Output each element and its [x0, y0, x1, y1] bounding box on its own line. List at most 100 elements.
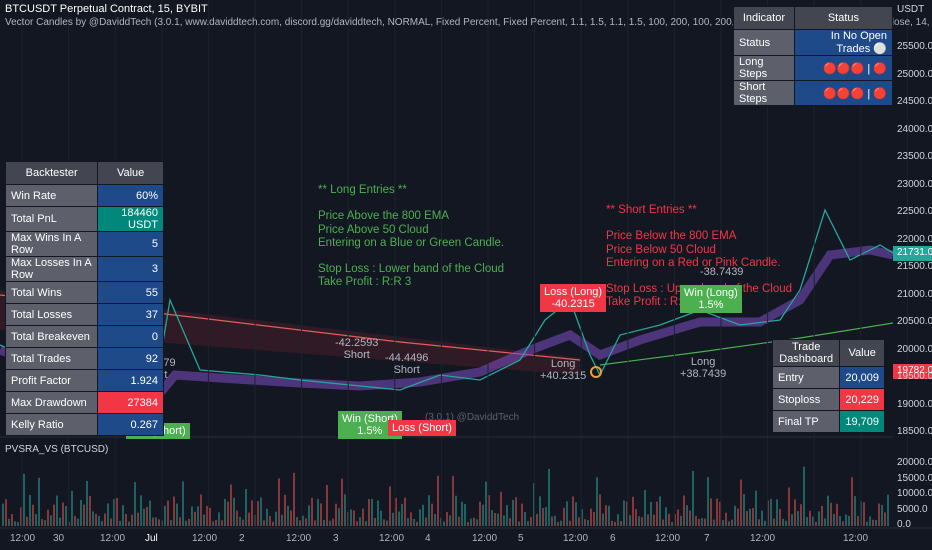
- volume-bar: [827, 495, 829, 526]
- volume-bar: [578, 517, 580, 526]
- volume-bar: [863, 502, 865, 526]
- volume-bar: [329, 520, 331, 526]
- volume-bar: [530, 517, 532, 526]
- volume-bar: [131, 514, 133, 526]
- volume-bar: [431, 503, 433, 526]
- volume-bar: [692, 470, 694, 526]
- symbol-title: BTCUSDT Perpetual Contract, 15, BYBIT: [5, 3, 208, 15]
- time-tick: 12:00: [100, 533, 126, 544]
- volume-bar: [518, 521, 520, 526]
- volume-bar: [344, 494, 346, 526]
- volume-bar: [506, 505, 508, 526]
- short-entry-note: Price Below 50 Cloud: [606, 243, 716, 256]
- volume-bar: [221, 520, 223, 526]
- volume-bar: [341, 478, 343, 526]
- volume-bar: [740, 479, 742, 526]
- volume-tick: 5000.0: [897, 503, 928, 515]
- volume-bar: [260, 497, 262, 526]
- volume-bar: [164, 505, 166, 526]
- volume-bar: [188, 518, 190, 526]
- volume-bar: [467, 521, 469, 526]
- volume-bar: [20, 507, 22, 526]
- volume-bar: [548, 468, 550, 526]
- volume-bar: [719, 501, 721, 526]
- volume-bar: [695, 515, 697, 526]
- volume-bar: [644, 490, 646, 526]
- time-tick: 12:00: [286, 533, 312, 544]
- volume-bar: [434, 513, 436, 526]
- volume-bar: [662, 519, 664, 526]
- volume-bar: [53, 504, 55, 526]
- table-key: Total Losses: [6, 304, 98, 325]
- trade-box-text: Win (Short): [342, 413, 398, 425]
- volume-bar: [632, 496, 634, 526]
- volume-bar: [470, 518, 472, 526]
- volume-bar: [356, 521, 358, 526]
- volume-tick: 10000.0: [897, 488, 932, 499]
- volume-bar: [785, 520, 787, 526]
- volume-bar: [368, 498, 370, 526]
- volume-bar: [755, 490, 757, 526]
- table-key: Total PnL: [6, 207, 98, 231]
- table-value: 0.267: [98, 414, 163, 435]
- volume-bar: [734, 505, 736, 526]
- volume-bar: [764, 520, 766, 526]
- trade-box: Loss (Long) -40.2315: [540, 284, 607, 312]
- volume-bar: [5, 499, 7, 526]
- volume-bar: [533, 483, 535, 526]
- volume-bar: [407, 517, 409, 526]
- volume-bar: [452, 475, 454, 526]
- trade-box: Win (Long) 1.5%: [680, 285, 742, 313]
- volume-bar: [770, 498, 772, 526]
- volume-bar: [332, 518, 334, 526]
- volume-bar: [713, 519, 715, 526]
- volume-bar: [833, 514, 835, 526]
- volume-bar: [551, 516, 553, 526]
- volume-tick: 20000.0: [897, 457, 932, 468]
- price-axis-bg: [893, 0, 932, 550]
- time-tick: 7: [704, 533, 710, 544]
- volume-bar: [125, 513, 127, 526]
- table-value: 🔴🔴🔴 | 🔴: [794, 81, 892, 105]
- trade-label-text: Long: [550, 358, 576, 370]
- indicator-title: Vector Candles by @DaviddTech (3.0.1, ww…: [5, 17, 932, 28]
- price-tick: 19500.0: [897, 371, 932, 382]
- volume-bar: [11, 514, 13, 526]
- volume-bar: [242, 519, 244, 526]
- volume-bar: [272, 521, 274, 526]
- trade-label-text: -42.2593: [335, 337, 379, 349]
- volume-bar: [128, 521, 130, 526]
- volume-bar: [602, 513, 604, 526]
- volume-bar: [74, 515, 76, 526]
- volume-bar: [41, 519, 43, 526]
- volume-bar: [251, 500, 253, 526]
- volume-bar: [302, 515, 304, 526]
- table-key: Total Trades: [6, 348, 98, 369]
- volume-bar: [389, 486, 391, 526]
- time-tick: 12:00: [563, 533, 589, 544]
- volume-bar: [812, 516, 814, 526]
- volume-bar: [290, 510, 292, 526]
- volume-bar: [227, 501, 229, 526]
- volume-bar: [320, 503, 322, 526]
- volume-bar: [182, 481, 184, 526]
- volume-bar: [788, 487, 790, 526]
- volume-bar: [575, 502, 577, 526]
- volume-bar: [299, 520, 301, 526]
- volume-bar: [158, 519, 160, 526]
- volume-bar: [395, 497, 397, 526]
- volume-bar: [212, 521, 214, 526]
- volume-bar: [542, 508, 544, 526]
- volume-bar: [104, 513, 106, 526]
- table-header: Value: [840, 340, 884, 366]
- volume-bar: [107, 503, 109, 526]
- short-entry-note: Price Below the 800 EMA: [606, 230, 737, 243]
- volume-bar: [50, 515, 52, 526]
- volume-bar: [494, 513, 496, 526]
- volume-bar: [245, 488, 247, 526]
- volume-bar: [803, 466, 805, 526]
- table-header: Indicator: [734, 7, 794, 29]
- volume-bar: [482, 504, 484, 526]
- volume-bar: [677, 509, 679, 526]
- volume-bar: [197, 506, 199, 526]
